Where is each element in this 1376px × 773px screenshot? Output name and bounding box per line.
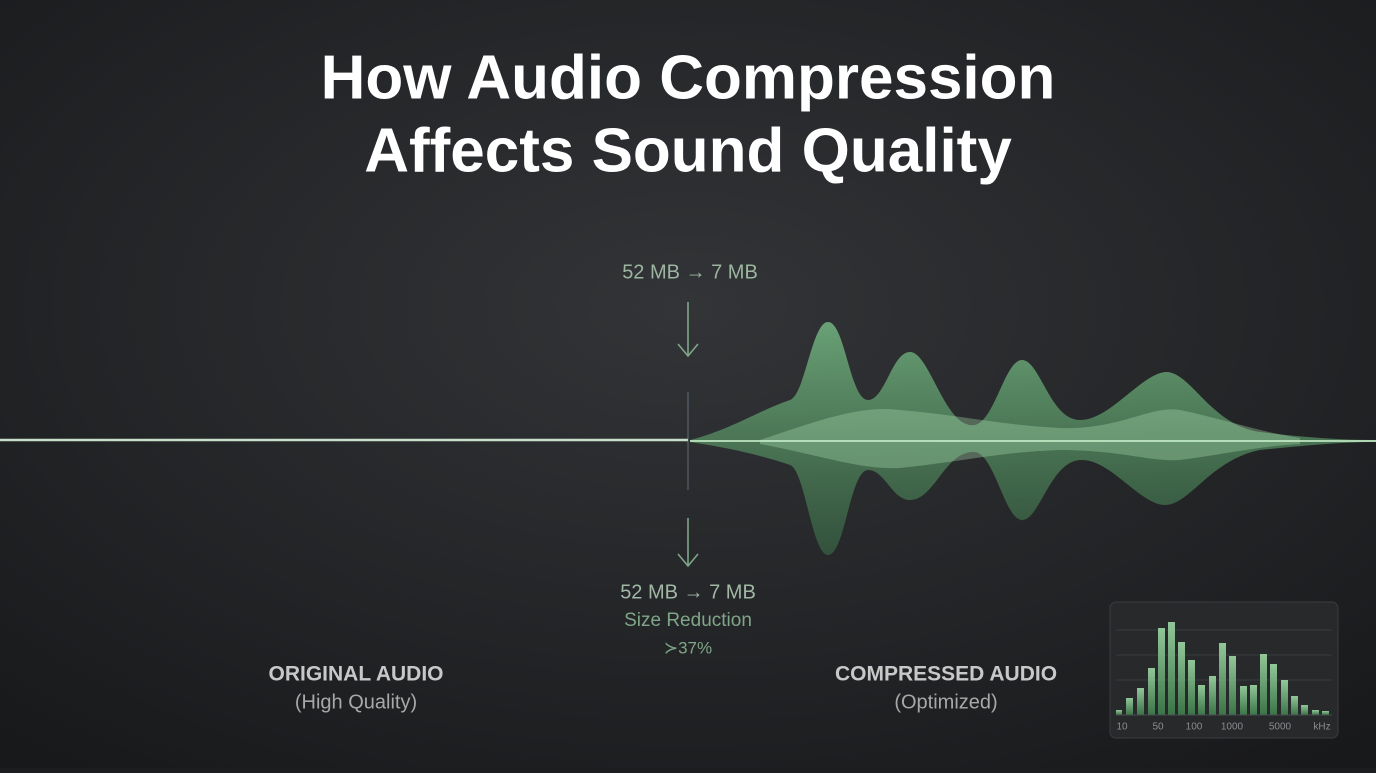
title-line: How Audio Compression	[321, 43, 1056, 112]
spectrum-panel	[1109, 601, 1339, 739]
axis-label: 5000	[1269, 722, 1292, 733]
section-label: ORIGINAL AUDIO	[268, 663, 443, 686]
title-line: Affects Sound Quality	[364, 116, 1012, 185]
section-label: COMPRESSED AUDIO	[835, 663, 1057, 686]
size-label: 52 MB → 7 MB	[620, 581, 756, 603]
arrow	[677, 302, 699, 568]
compressed-waveform	[690, 322, 1376, 555]
axis-label: kHz	[1313, 722, 1330, 733]
size-label: 52 MB → 7 MB	[622, 261, 758, 283]
section-sublabel: (High Quality)	[295, 691, 417, 713]
axis-label: 100	[1186, 722, 1203, 733]
section-sublabel: (Optimized)	[894, 691, 997, 713]
axis-label: 50	[1152, 722, 1164, 733]
reduction-caption: Size Reduction	[624, 610, 752, 631]
reduction-value: ≻37%	[664, 638, 712, 657]
axis-label: 1000	[1221, 722, 1244, 733]
spectrum-axis: 10 50 100 1000 5000 kHz	[1116, 722, 1330, 733]
axis-label: 10	[1116, 722, 1128, 733]
original-waveform	[0, 219, 688, 657]
